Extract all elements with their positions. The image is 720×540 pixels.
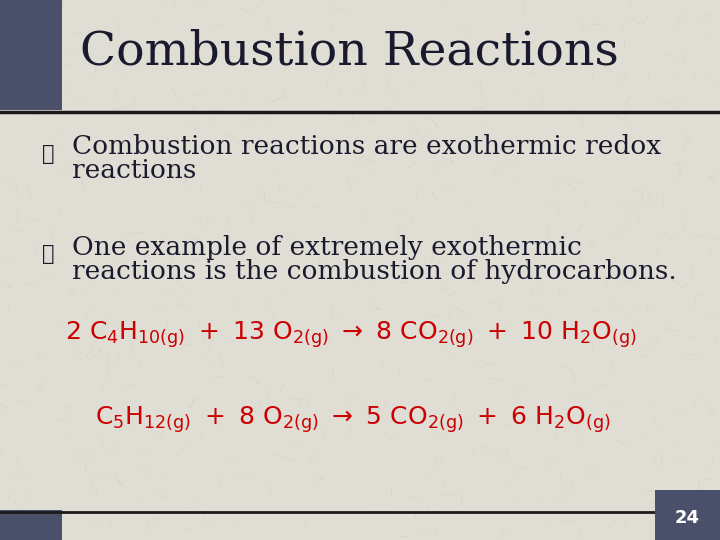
- Text: Combustion Reactions: Combustion Reactions: [80, 29, 618, 75]
- Text: Combustion reactions are exothermic redox: Combustion reactions are exothermic redo…: [72, 134, 661, 159]
- Text: ❖: ❖: [42, 145, 54, 165]
- Text: $\mathregular{C}_5\mathregular{H}_{12(\mathregular{g})}\ +\ 8\ \mathregular{O}_{: $\mathregular{C}_5\mathregular{H}_{12(\m…: [95, 404, 611, 435]
- Bar: [0, 0, 62, 110]
- Text: 24: 24: [675, 509, 700, 527]
- Text: One example of extremely exothermic: One example of extremely exothermic: [72, 234, 582, 260]
- Bar: [0, 510, 62, 540]
- Text: reactions is the combustion of hydrocarbons.: reactions is the combustion of hydrocarb…: [72, 259, 677, 284]
- Text: reactions: reactions: [72, 159, 197, 184]
- Text: $2\ \mathregular{C}_4\mathregular{H}_{10(\mathregular{g})}\ +\ 13\ \mathregular{: $2\ \mathregular{C}_4\mathregular{H}_{10…: [65, 320, 636, 350]
- Bar: [655, 490, 720, 540]
- Text: ❖: ❖: [42, 246, 54, 265]
